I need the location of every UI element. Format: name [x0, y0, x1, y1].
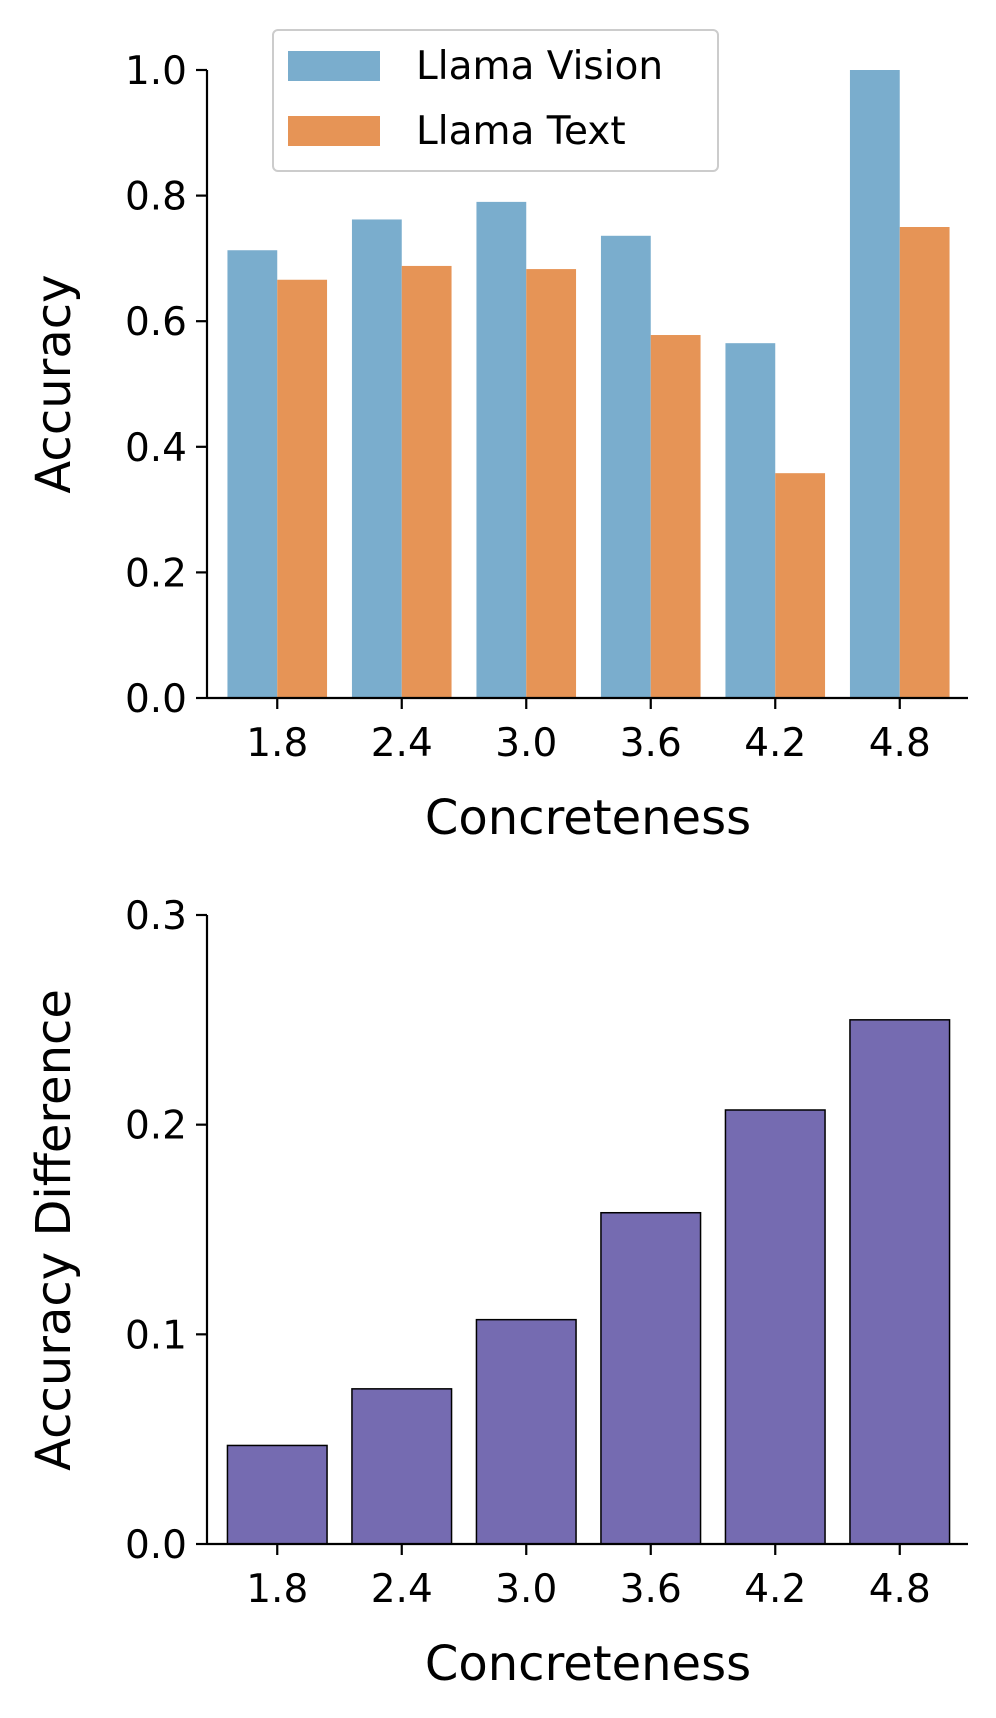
- bar-accuracy-difference-3-0: [475, 1318, 577, 1545]
- bar-llama-text-3-0: [526, 269, 577, 698]
- accuracy-difference-chart: 0.0 0.1 0.2 0.3 1.8 2.4 3.0 3.6 4.2 4.8 Concrete…: [26, 894, 968, 1692]
- accuracy-chart: 0.0 0.2 0.4 0.6 0.8 1.0 1.8 2.4 3.0 3.6 4.2 4.8 Co…: [26, 29, 968, 846]
- accuracy-x-tick-label: 1.8: [246, 721, 308, 766]
- accuracy-difference-y-ticks: 0.0 0.1 0.2 0.3: [125, 894, 207, 1568]
- accuracy-difference-bars: [226, 1019, 951, 1545]
- accuracy-difference-x-axis-label: Concreteness: [425, 1636, 751, 1692]
- bar-llama-text-2-4: [401, 265, 452, 698]
- accuracy-y-tick-label: 0.0: [125, 677, 187, 722]
- accuracy-x-tick-label: 4.8: [869, 721, 931, 766]
- bar-llama-text-4-8: [899, 227, 950, 698]
- accuracy-difference-x-tick-label: 1.8: [246, 1567, 308, 1612]
- accuracy-difference-y-tick-label: 0.1: [125, 1313, 187, 1358]
- bar-llama-vision-3-6: [600, 235, 651, 699]
- accuracy-y-axis-label: Accuracy: [26, 274, 82, 493]
- bar-llama-vision-3-0: [476, 201, 527, 698]
- accuracy-bars: [227, 70, 950, 699]
- accuracy-x-tick-label: 3.0: [495, 721, 557, 766]
- accuracy-difference-y-tick-label: 0.3: [125, 894, 187, 939]
- accuracy-difference-y-axis-label: Accuracy Difference: [26, 989, 82, 1471]
- accuracy-difference-x-tick-label: 3.0: [495, 1567, 557, 1612]
- bar-llama-vision-2-4: [351, 219, 402, 698]
- accuracy-difference-y-tick-label: 0.0: [125, 1523, 187, 1568]
- legend-label-llama-text: Llama Text: [416, 109, 626, 154]
- accuracy-y-tick-label: 0.6: [125, 300, 187, 345]
- accuracy-difference-x-ticks: 1.8 2.4 3.0 3.6 4.2 4.8: [246, 1544, 931, 1612]
- bar-accuracy-difference-4-8: [849, 1019, 951, 1545]
- accuracy-x-tick-label: 3.6: [620, 721, 682, 766]
- bar-llama-text-3-6: [650, 335, 701, 698]
- bar-accuracy-difference-4-2: [724, 1109, 826, 1545]
- accuracy-difference-x-tick-label: 4.2: [744, 1567, 806, 1612]
- accuracy-x-tick-label: 4.2: [744, 721, 806, 766]
- accuracy-x-axis-label: Concreteness: [425, 790, 751, 846]
- legend-label-llama-vision: Llama Vision: [416, 44, 663, 89]
- accuracy-y-tick-label: 0.8: [125, 175, 187, 220]
- bar-accuracy-difference-1-8: [226, 1444, 328, 1545]
- accuracy-y-tick-label: 0.2: [125, 551, 187, 596]
- accuracy-y-tick-label: 1.0: [125, 49, 187, 94]
- accuracy-difference-x-tick-label: 4.8: [869, 1567, 931, 1612]
- bar-accuracy-difference-2-4: [351, 1388, 453, 1545]
- bar-accuracy-difference-3-6: [600, 1211, 702, 1545]
- bar-llama-vision-1-8: [227, 250, 278, 699]
- legend-swatch-llama-vision: [288, 51, 380, 81]
- bar-llama-vision-4-8: [849, 70, 900, 698]
- accuracy-y-ticks: 0.0 0.2 0.4 0.6 0.8 1.0: [125, 49, 207, 722]
- bar-llama-text-1-8: [277, 279, 328, 698]
- accuracy-difference-x-tick-label: 2.4: [371, 1567, 433, 1612]
- bar-llama-vision-4-2: [725, 343, 776, 698]
- legend-frame: [272, 29, 719, 172]
- accuracy-x-tick-label: 2.4: [371, 721, 433, 766]
- legend-swatch-llama-text: [288, 116, 380, 146]
- legend: Llama Vision Llama Text: [272, 29, 719, 172]
- accuracy-difference-x-tick-label: 3.6: [620, 1567, 682, 1612]
- accuracy-difference-y-tick-label: 0.2: [125, 1104, 187, 1149]
- accuracy-y-tick-label: 0.4: [125, 426, 187, 471]
- accuracy-x-ticks: 1.8 2.4 3.0 3.6 4.2 4.8: [246, 698, 931, 766]
- bar-llama-text-4-2: [775, 473, 826, 698]
